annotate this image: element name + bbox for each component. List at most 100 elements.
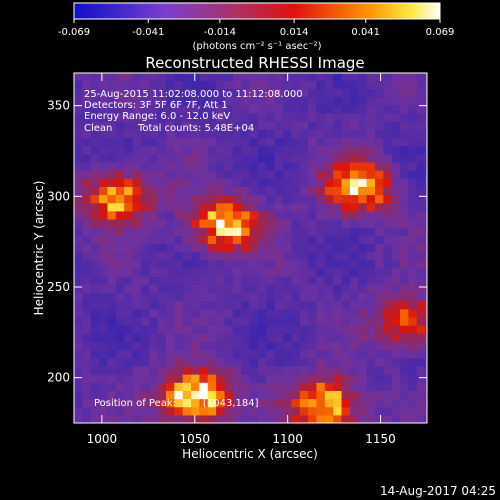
- annotation-method: Clean: [84, 123, 112, 134]
- heatmap-cell: [249, 267, 259, 277]
- heatmap-cell: [400, 178, 410, 187]
- heatmap-cell: [149, 374, 159, 383]
- heatmap-cell: [107, 194, 117, 204]
- heatmap-cell: [157, 104, 167, 114]
- heatmap-cell: [182, 104, 192, 114]
- heatmap-cell: [207, 365, 217, 375]
- heatmap-cell: [191, 104, 201, 114]
- heatmap-cell: [191, 292, 201, 302]
- heatmap-cell: [157, 170, 167, 179]
- heatmap-cell: [349, 153, 359, 163]
- heatmap-cell: [425, 243, 427, 253]
- heatmap-cell: [291, 333, 301, 342]
- heatmap-cell: [291, 251, 301, 261]
- heatmap-cell: [165, 145, 175, 155]
- heatmap-cell: [107, 104, 117, 114]
- heatmap-cell: [324, 170, 334, 179]
- heatmap-cell: [216, 186, 226, 196]
- heatmap-cell: [191, 316, 201, 326]
- heatmap-cell: [341, 96, 351, 106]
- heatmap-cell: [349, 333, 359, 342]
- heatmap-cell: [299, 80, 309, 90]
- heatmap-cell: [174, 112, 184, 122]
- heatmap-cell: [249, 259, 259, 269]
- heatmap-cell: [408, 333, 418, 342]
- heatmap-cell: [241, 210, 251, 220]
- heatmap-cell: [425, 194, 427, 204]
- heatmap-cell: [140, 121, 150, 130]
- heatmap-cell: [274, 414, 284, 423]
- heatmap-cell: [132, 121, 142, 130]
- heatmap-cell: [383, 153, 393, 163]
- heatmap-cell: [199, 227, 209, 236]
- heatmap-cell: [174, 308, 184, 318]
- colorbar-gradient: [74, 3, 440, 19]
- heatmap-cell: [274, 170, 284, 179]
- heatmap-cell: [165, 292, 175, 302]
- heatmap-cell: [308, 104, 318, 114]
- heatmap-cell: [232, 316, 242, 326]
- heatmap-cell: [283, 292, 292, 302]
- heatmap-cell: [299, 194, 309, 204]
- heatmap-cell: [274, 243, 284, 253]
- heatmap-cell: [99, 210, 109, 220]
- heatmap-cell: [216, 414, 226, 423]
- heatmap-cell: [140, 349, 150, 359]
- heatmap-cell: [391, 333, 401, 342]
- heatmap-cell: [157, 374, 167, 383]
- heatmap-cell: [90, 259, 100, 269]
- heatmap-cell: [216, 300, 226, 310]
- heatmap-cell: [124, 325, 134, 334]
- heatmap-cell: [324, 390, 334, 400]
- heatmap-cell: [207, 73, 217, 81]
- heatmap-cell: [249, 210, 259, 220]
- heatmap-cell: [283, 88, 292, 98]
- heatmap-cell: [308, 210, 318, 220]
- heatmap-cell: [149, 406, 159, 416]
- heatmap-cell: [400, 292, 410, 302]
- heatmap-cell: [124, 390, 134, 400]
- heatmap-cell: [82, 137, 92, 147]
- heatmap-cell: [358, 73, 368, 81]
- heatmap-cell: [90, 186, 100, 196]
- heatmap-cell: [341, 259, 351, 269]
- heatmap-cell: [308, 170, 318, 179]
- heatmap-cell: [132, 186, 142, 196]
- heatmap-cell: [383, 186, 393, 196]
- heatmap-cell: [149, 170, 159, 179]
- heatmap-cell: [241, 194, 251, 204]
- heatmap-cell: [283, 308, 292, 318]
- heatmap-cell: [165, 300, 175, 310]
- heatmap-cell: [224, 341, 234, 351]
- heatmap-cell: [283, 365, 292, 375]
- heatmap-cell: [358, 80, 368, 90]
- heatmap-cell: [341, 129, 351, 138]
- heatmap-cell: [165, 153, 175, 163]
- heatmap-cell: [425, 80, 427, 90]
- heatmap-cell: [74, 390, 83, 400]
- heatmap-cell: [324, 129, 334, 138]
- heatmap-cell: [291, 292, 301, 302]
- heatmap-cell: [425, 129, 427, 138]
- heatmap-cell: [425, 308, 427, 318]
- heatmap-cell: [374, 129, 384, 138]
- heatmap-cell: [157, 194, 167, 204]
- heatmap-cell: [90, 129, 100, 138]
- heatmap-cell: [416, 251, 426, 261]
- heatmap-cell: [216, 129, 226, 138]
- heatmap-cell: [257, 390, 267, 400]
- heatmap-cell: [207, 251, 217, 261]
- heatmap-cell: [266, 137, 276, 147]
- heatmap-cell: [182, 73, 192, 81]
- heatmap-cell: [74, 406, 83, 416]
- heatmap-cell: [324, 267, 334, 277]
- heatmap-cell: [90, 357, 100, 367]
- heatmap-cell: [374, 390, 384, 400]
- heatmap-cell: [99, 406, 109, 416]
- heatmap-cell: [224, 129, 234, 138]
- heatmap-cell: [140, 251, 150, 261]
- heatmap-cell: [358, 398, 368, 408]
- heatmap-cell: [232, 170, 242, 179]
- heatmap-cell: [207, 80, 217, 90]
- heatmap-cell: [366, 325, 376, 334]
